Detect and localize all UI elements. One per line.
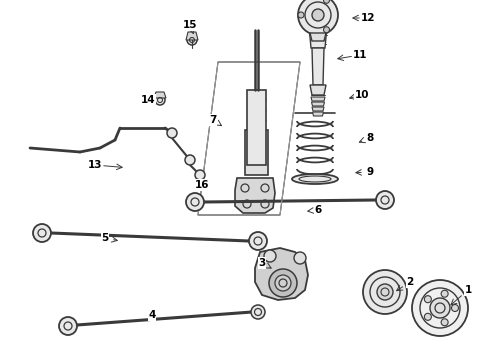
Circle shape xyxy=(323,0,329,3)
Text: 1: 1 xyxy=(465,285,471,295)
Circle shape xyxy=(186,193,204,211)
Circle shape xyxy=(430,298,450,318)
Circle shape xyxy=(323,27,329,33)
Circle shape xyxy=(155,95,165,105)
Polygon shape xyxy=(186,32,198,40)
Circle shape xyxy=(441,319,448,326)
Text: 10: 10 xyxy=(355,90,369,100)
Circle shape xyxy=(424,296,431,303)
Text: 9: 9 xyxy=(367,167,373,177)
Polygon shape xyxy=(312,102,324,106)
Circle shape xyxy=(185,155,195,165)
Circle shape xyxy=(294,252,306,264)
Polygon shape xyxy=(311,97,325,101)
Circle shape xyxy=(424,313,431,320)
Text: 16: 16 xyxy=(195,180,209,190)
Circle shape xyxy=(195,170,205,180)
Text: 5: 5 xyxy=(101,233,109,243)
Circle shape xyxy=(441,290,448,297)
Circle shape xyxy=(275,275,291,291)
Text: 15: 15 xyxy=(183,20,197,30)
Circle shape xyxy=(376,191,394,209)
Text: 11: 11 xyxy=(353,50,367,60)
Text: 8: 8 xyxy=(367,133,373,143)
Polygon shape xyxy=(310,85,326,95)
Circle shape xyxy=(33,224,51,242)
Polygon shape xyxy=(312,107,324,111)
Circle shape xyxy=(264,250,276,262)
Circle shape xyxy=(412,280,468,336)
Circle shape xyxy=(251,305,265,319)
Circle shape xyxy=(451,305,459,311)
Text: 13: 13 xyxy=(88,160,102,170)
Circle shape xyxy=(312,9,324,21)
Text: 3: 3 xyxy=(258,258,266,268)
Ellipse shape xyxy=(292,174,338,184)
Text: 7: 7 xyxy=(209,115,217,125)
Text: 2: 2 xyxy=(406,277,414,287)
Polygon shape xyxy=(247,90,266,165)
Text: 14: 14 xyxy=(141,95,155,105)
Polygon shape xyxy=(312,48,324,85)
Text: 6: 6 xyxy=(315,205,321,215)
Polygon shape xyxy=(245,130,268,175)
Polygon shape xyxy=(235,178,275,213)
Polygon shape xyxy=(313,112,323,116)
Polygon shape xyxy=(310,33,326,41)
Circle shape xyxy=(167,128,177,138)
Circle shape xyxy=(377,284,393,300)
Circle shape xyxy=(363,270,407,314)
Polygon shape xyxy=(255,248,308,300)
Text: 4: 4 xyxy=(148,310,156,320)
Circle shape xyxy=(298,12,304,18)
Circle shape xyxy=(59,317,77,335)
Circle shape xyxy=(269,269,297,297)
Circle shape xyxy=(187,35,197,45)
Polygon shape xyxy=(154,92,166,98)
Polygon shape xyxy=(309,26,327,48)
Circle shape xyxy=(298,0,338,35)
Circle shape xyxy=(249,232,267,250)
Text: 12: 12 xyxy=(361,13,375,23)
